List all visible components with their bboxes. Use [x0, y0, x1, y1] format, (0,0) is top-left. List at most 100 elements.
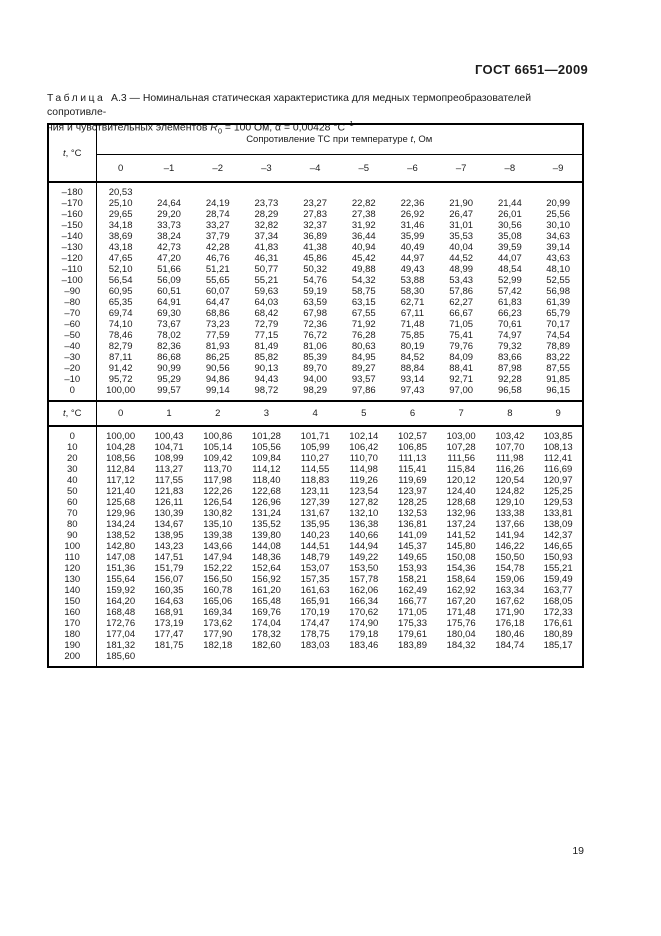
resistance-cell: 38,24	[157, 231, 181, 242]
table-row: –40 82,79 82,36 81,93 81,49 81,06 80,63 80,19 79…	[48, 341, 583, 352]
resistance-cell: 182,60	[251, 640, 281, 651]
resistance-cell: 173,19	[154, 618, 184, 629]
resistance-cell: 50,32	[303, 264, 327, 275]
resistance-cell: 106,85	[397, 442, 427, 453]
resistance-cell: 124,40	[446, 486, 476, 497]
resistance-cell: 64,91	[157, 297, 181, 308]
resistance-cell: 30,56	[497, 220, 522, 231]
resistance-cell: 176,61	[543, 618, 573, 629]
resistance-cell: 180,89	[543, 629, 573, 640]
resistance-cell: 84,09	[449, 352, 474, 363]
resistance-cell: 148,79	[300, 552, 330, 563]
temperature-cell: –90	[48, 286, 97, 297]
resistance-cell: 105,14	[203, 442, 233, 453]
resistance-cell: 108,56	[106, 453, 136, 464]
resistance-cell: 162,49	[397, 585, 427, 596]
decade-column-header: –2	[212, 162, 223, 174]
resistance-cell: 52,99	[497, 275, 522, 286]
resistance-cell: 95,29	[157, 374, 181, 385]
resistance-cell: 168,48	[106, 607, 136, 618]
temperature-cell: –20	[48, 363, 97, 374]
temperature-cell: 100	[48, 541, 97, 552]
resistance-cell: 161,20	[251, 585, 281, 596]
table-row: –150 34,18 33,73 33,27 32,82 32,37 31,92 31,46 3…	[48, 220, 583, 231]
resistance-cell: 54,76	[303, 275, 327, 286]
table-row: –70 69,74 69,30 68,86 68,42 67,98 67,55 67,11 66…	[48, 308, 583, 319]
resistance-cell: 33,27	[205, 220, 230, 231]
resistance-cell: 106,42	[349, 442, 379, 453]
resistance-cell: 170,19	[300, 607, 330, 618]
resistance-cell	[145, 651, 194, 667]
resistance-cell: 120,97	[543, 475, 573, 486]
resistance-cell: 151,36	[106, 563, 136, 574]
resistance-cell: 163,77	[543, 585, 573, 596]
resistance-cell: 48,10	[546, 264, 570, 275]
decade-column-header: –4	[309, 162, 321, 174]
temperature-cell: –110	[48, 264, 97, 275]
resistance-cell: 133,81	[543, 508, 573, 519]
resistance-cell: 20,99	[546, 198, 570, 209]
resistance-cell: 151,79	[154, 563, 184, 574]
resistance-cell: 175,76	[446, 618, 476, 629]
resistance-cell: 107,28	[446, 442, 476, 453]
resistance-cell: 91,85	[546, 374, 570, 385]
resistance-cell: 177,47	[154, 629, 184, 640]
resistance-cell: 164,20	[106, 596, 136, 607]
resistance-cell	[242, 182, 291, 198]
resistance-cell: 97,00	[449, 385, 474, 396]
resistance-cell: 89,27	[351, 363, 376, 374]
resistance-cell: 56,54	[108, 275, 133, 286]
resistance-cell: 171,05	[397, 607, 427, 618]
resistance-cell: 66,67	[449, 308, 474, 319]
resistance-cell: 61,39	[546, 297, 570, 308]
resistance-cell: 47,65	[108, 253, 133, 264]
resistance-cell: 133,38	[495, 508, 525, 519]
resistance-cell: 185,60	[106, 651, 136, 662]
temperature-column-header-mid: t, °С	[48, 400, 97, 427]
decade-column-header: 4	[290, 400, 340, 427]
table-row: 0 100,00 99,57 99,14 98,72 98,29 97,86 97,43 97,…	[48, 385, 583, 401]
table-row: –50 78,46 78,02 77,59 77,15 76,72 76,28 75,85 75…	[48, 330, 583, 341]
resistance-cell: 60,95	[108, 286, 133, 297]
temperature-cell: 170	[48, 618, 97, 629]
resistance-cell: 138,95	[154, 530, 184, 541]
negative-temperatures-body: –180 20,53 –170 25,10 24,64 24,19 23,73 23,27 22…	[48, 182, 583, 401]
temperature-cell: –120	[48, 253, 97, 264]
resistance-cell: 152,64	[251, 563, 281, 574]
resistance-cell: 29,20	[157, 209, 181, 220]
resistance-cell: 93,57	[351, 374, 376, 385]
resistance-cell: 141,52	[446, 530, 476, 541]
resistance-header: Сопротивление ТС при температуре t, Ом	[96, 124, 583, 155]
resistance-cell: 86,68	[157, 352, 181, 363]
resistance-cell: 100,00	[106, 431, 136, 442]
resistance-cell: 112,41	[543, 453, 573, 464]
resistance-cell: 171,90	[495, 607, 525, 618]
resistance-cell: 174,90	[349, 618, 379, 629]
resistance-cell: 150,50	[495, 552, 525, 563]
resistance-cell: 95,72	[108, 374, 133, 385]
resistance-cell: 92,71	[449, 374, 474, 385]
page-number: 19	[572, 845, 584, 857]
temperature-cell: 200	[48, 651, 97, 667]
resistance-cell: 77,15	[254, 330, 279, 341]
resistance-cell: 129,53	[543, 497, 573, 508]
temperature-cell: 60	[48, 497, 97, 508]
resistance-cell: 131,24	[251, 508, 281, 519]
resistance-cell: 103,42	[495, 431, 525, 442]
temperature-column-header: t, °С	[48, 124, 97, 182]
table-row: 140 159,92 160,35 160,78 161,20 161,63 162,06 1…	[48, 585, 583, 596]
resistance-cell: 101,71	[300, 431, 330, 442]
resistance-cell: 124,82	[495, 486, 525, 497]
resistance-cell: 85,39	[303, 352, 327, 363]
resistance-cell: 113,27	[154, 464, 184, 475]
resistance-cell: 74,54	[546, 330, 570, 341]
resistance-cell	[339, 651, 388, 667]
table-row: 80 134,24 134,67 135,10 135,52 135,95 136,38 13…	[48, 519, 583, 530]
resistance-cell: 109,42	[203, 453, 233, 464]
resistance-cell: 165,91	[300, 596, 330, 607]
table-row: –110 52,10 51,66 51,21 50,77 50,32 49,88 49,43 4…	[48, 264, 583, 275]
resistance-cell: 126,11	[154, 497, 184, 508]
resistance-cell: 138,09	[543, 519, 573, 530]
resistance-cell: 108,99	[154, 453, 184, 464]
table-row: –140 38,69 38,24 37,79 37,34 36,89 36,44 35,99 3…	[48, 231, 583, 242]
